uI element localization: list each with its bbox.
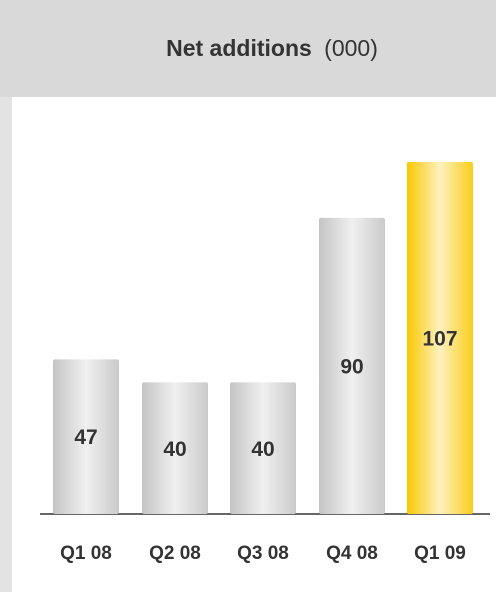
x-tick-label: Q3 08	[237, 543, 289, 564]
value-label: 90	[340, 356, 363, 379]
x-tick-label: Q2 08	[149, 543, 201, 564]
value-label: 40	[163, 438, 186, 461]
bar	[142, 382, 208, 514]
value-label: 107	[422, 328, 457, 351]
bar	[53, 359, 119, 514]
chart-title: Net additions (000)	[166, 35, 378, 61]
value-label: 40	[251, 438, 274, 461]
x-tick-label: Q1 09	[414, 543, 466, 564]
left-border	[0, 97, 12, 592]
bar	[319, 217, 385, 514]
bar	[407, 162, 473, 514]
x-tick-label: Q1 08	[60, 543, 112, 564]
bar	[230, 382, 296, 514]
x-tick-label: Q4 08	[326, 543, 378, 564]
value-label: 47	[74, 426, 97, 449]
header-band	[0, 0, 496, 97]
title-bold: Net additions	[166, 35, 312, 61]
title-unit: (000)	[324, 35, 378, 61]
